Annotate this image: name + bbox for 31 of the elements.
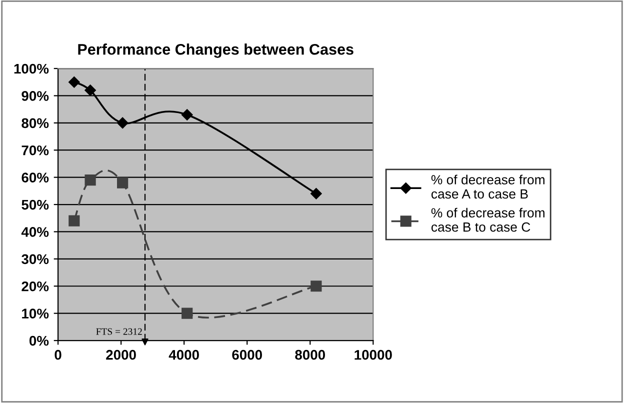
point: [117, 177, 128, 188]
point: [84, 174, 96, 186]
point: [182, 109, 193, 120]
x-tick-label: 2000: [106, 350, 136, 360]
chart-title: Performance Changes between Cases: [78, 44, 354, 58]
x-tick-label: 0: [54, 350, 62, 360]
y-tick-label: 30%: [22, 254, 49, 264]
y-tick-label: 90%: [22, 91, 49, 101]
x-tick-label: 6000: [232, 350, 262, 360]
y-tick-label: 100%: [14, 64, 49, 74]
x-tick-label: 4000: [168, 350, 199, 360]
annotation: FTS = 2312: [96, 328, 142, 335]
point: [310, 188, 322, 200]
point: [310, 280, 322, 292]
y-tick-label: 20%: [22, 281, 49, 292]
y-tick-label: 70%: [22, 145, 49, 156]
legend-label: % of decrease from case B to case C: [431, 208, 544, 232]
y-tick-label: 60%: [22, 172, 49, 182]
x-tick-label: 8000: [295, 350, 326, 360]
point: [182, 308, 193, 319]
y-tick-label: 40%: [21, 227, 49, 237]
y-tick-label: 50%: [22, 200, 49, 210]
point: [116, 117, 128, 129]
point: [84, 84, 96, 96]
y-tick-label: 10%: [22, 308, 49, 318]
x-tick-label: 10000: [354, 350, 392, 360]
y-tick-label: 0%: [29, 336, 49, 346]
point: [68, 215, 80, 226]
y-tick-label: 80%: [22, 118, 49, 128]
point: [68, 76, 80, 88]
legend-label: % of decrease from case A to case B: [431, 174, 544, 199]
